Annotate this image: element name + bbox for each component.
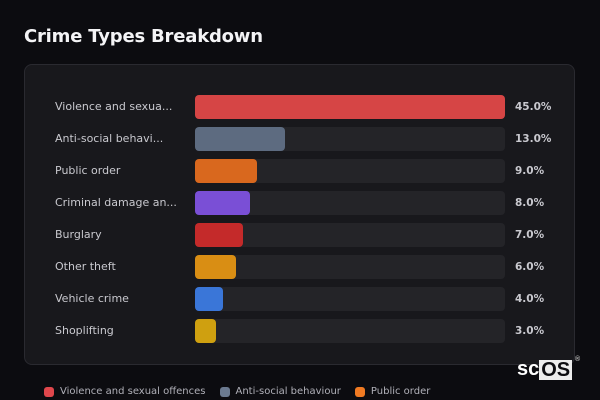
- legend-swatch-icon: [354, 386, 365, 397]
- bar-label: Violence and sexua...: [55, 100, 173, 113]
- bar-row[interactable]: Vehicle crime 4.0%: [25, 287, 574, 311]
- page-title: Crime Types Breakdown: [24, 26, 263, 47]
- bar-value: 4.0%: [515, 293, 545, 305]
- bar-label: Burglary: [55, 228, 102, 241]
- legend-label: Violence and sexual offences: [60, 386, 206, 397]
- bar-row[interactable]: Anti-social behavi... 13.0%: [25, 127, 574, 151]
- bar-label: Criminal damage an...: [55, 196, 177, 209]
- bar-value: 45.0%: [515, 101, 552, 113]
- bar-row[interactable]: Other theft 6.0%: [25, 255, 574, 279]
- registered-mark: ®: [574, 356, 581, 363]
- chart-panel: Violence and sexua... 45.0% Anti-social be…: [24, 64, 575, 365]
- legend-swatch-icon: [219, 386, 230, 397]
- bar-label: Anti-social behavi...: [55, 132, 164, 145]
- bar-fill[interactable]: [195, 287, 223, 311]
- bar-value: 13.0%: [515, 133, 552, 145]
- bar-label: Public order: [55, 164, 121, 177]
- bar-row[interactable]: Public order 9.0%: [25, 159, 574, 183]
- bar-track: [195, 223, 505, 247]
- scos-logo: sc OS ®: [517, 356, 580, 381]
- legend-item[interactable]: Violence and sexual offences: [44, 386, 206, 397]
- bar-label: Shoplifting: [55, 324, 114, 337]
- bar-track: [195, 95, 505, 119]
- legend-item[interactable]: Public order: [354, 386, 431, 397]
- legend-item[interactable]: Anti-social behaviour: [219, 386, 341, 397]
- bar-fill[interactable]: [195, 127, 285, 151]
- legend-label: Anti-social behaviour: [235, 386, 341, 397]
- bar-value: 6.0%: [515, 261, 545, 273]
- bar-track: [195, 191, 505, 215]
- bar-fill[interactable]: [195, 319, 216, 343]
- bar-track: [195, 287, 505, 311]
- bar-fill[interactable]: [195, 159, 257, 183]
- bar-track: [195, 319, 505, 343]
- bar-value: 7.0%: [515, 229, 545, 241]
- bar-fill[interactable]: [195, 191, 251, 215]
- legend-swatch-icon: [44, 386, 54, 397]
- bar-track: [195, 127, 505, 151]
- logo-os: OS: [539, 358, 573, 381]
- bar-fill[interactable]: [195, 255, 237, 279]
- bar-fill[interactable]: [195, 223, 244, 247]
- bar-value: 8.0%: [515, 197, 545, 209]
- legend-label: Public order: [370, 386, 431, 397]
- bar-track: [195, 255, 505, 279]
- bar-label: Other theft: [55, 260, 116, 273]
- bar-fill[interactable]: [195, 95, 505, 119]
- bar-row[interactable]: Shoplifting 3.0%: [25, 319, 574, 343]
- bar-label: Vehicle crime: [55, 292, 129, 305]
- chart-legend: Violence and sexual offences Anti-social …: [44, 386, 430, 397]
- bar-row[interactable]: Violence and sexua... 45.0%: [25, 95, 574, 119]
- bar-value: 3.0%: [515, 325, 545, 337]
- bar-row[interactable]: Burglary 7.0%: [25, 223, 574, 247]
- bar-track: [195, 159, 505, 183]
- bar-value: 9.0%: [515, 165, 545, 177]
- logo-sc: sc: [517, 358, 540, 380]
- bar-row[interactable]: Criminal damage an... 8.0%: [25, 191, 574, 215]
